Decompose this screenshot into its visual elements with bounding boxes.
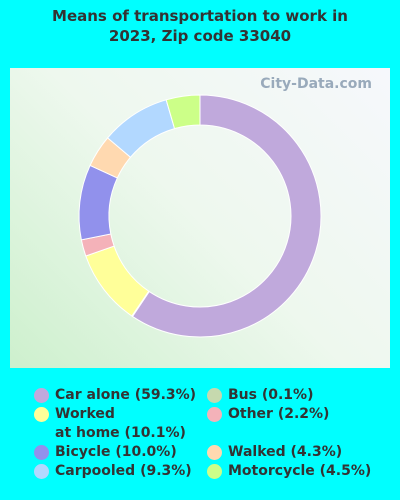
legend-swatch [34,445,49,460]
legend-label: Worked at home (10.1%) [55,406,186,441]
legend-swatch [34,388,49,403]
legend-label: Other (2.2%) [228,406,330,422]
donut-slice [131,94,322,338]
legend-label: Bus (0.1%) [228,387,314,403]
plot-area: City-Data.com [10,68,390,368]
donut-slice [165,94,201,130]
legend-swatch [207,445,222,460]
legend-label: Carpooled (9.3%) [55,463,192,479]
legend-swatch [34,407,49,422]
legend-label: Bicycle (10.0%) [55,444,177,460]
legend-swatch [34,464,49,479]
legend-swatch [207,407,222,422]
legend-label: Car alone (59.3%) [55,387,197,403]
legend-label: Motorcycle (4.5%) [228,463,372,479]
legend-swatch [207,464,222,479]
donut-slice [85,245,150,317]
chart-title: Means of transportation to work in 2023,… [52,7,348,45]
legend-label: Walked (4.3%) [228,444,343,460]
legend-swatch [207,388,222,403]
donut-slice [78,164,118,241]
chart [78,94,322,338]
watermark: City-Data.com [260,76,372,92]
